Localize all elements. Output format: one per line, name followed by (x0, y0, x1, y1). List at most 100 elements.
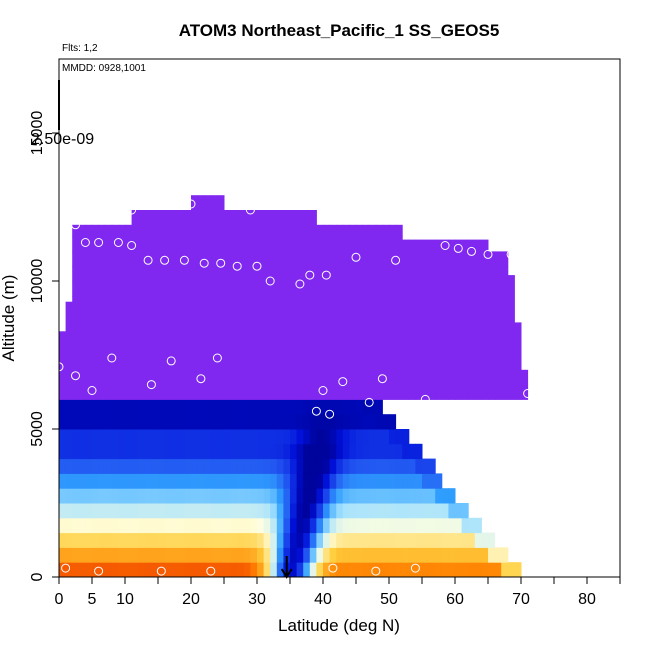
field-cell (362, 310, 370, 326)
field-cell (435, 325, 443, 341)
field-cell (72, 517, 80, 534)
field-cell (237, 399, 245, 415)
field-cell (488, 369, 496, 386)
field-cell (118, 310, 126, 326)
field-cell (138, 236, 146, 252)
field-cell (105, 503, 113, 519)
field-cell (59, 503, 67, 519)
field-cell (362, 355, 370, 371)
field-cell (356, 266, 364, 282)
field-cell (276, 295, 284, 312)
field-cell (191, 266, 199, 282)
field-cell (309, 399, 317, 415)
field-cell (389, 414, 397, 430)
field-cell (290, 369, 298, 386)
field-cell (389, 266, 397, 282)
field-cell (316, 503, 324, 519)
field-cell (204, 295, 212, 312)
field-cell (422, 355, 430, 371)
field-cell (72, 369, 80, 386)
field-cell (177, 458, 185, 474)
field-cell (349, 295, 357, 312)
field-cell (290, 384, 298, 400)
field-cell (151, 251, 159, 267)
field-cell (422, 532, 430, 548)
field-cell (382, 295, 390, 312)
field-cell (402, 325, 410, 341)
field-cell (468, 310, 476, 326)
field-cell (309, 547, 317, 563)
field-cell (105, 251, 113, 267)
field-cell (210, 399, 218, 415)
field-cell (356, 399, 364, 415)
field-cell (78, 458, 86, 474)
field-cell (415, 325, 423, 341)
field-cell (296, 488, 304, 504)
field-cell (125, 384, 133, 400)
field-cell (290, 295, 298, 312)
field-cell (395, 310, 403, 326)
field-cell (276, 414, 284, 430)
field-cell (144, 295, 152, 312)
field-cell (85, 224, 93, 238)
field-cell (250, 266, 258, 282)
field-cell (369, 562, 377, 578)
field-cell (237, 340, 245, 356)
field-cell (329, 503, 337, 519)
flight-point (401, 415, 410, 425)
field-cell (395, 266, 403, 282)
field-cell (375, 473, 383, 489)
field-cell (408, 310, 416, 326)
field-cell (395, 384, 403, 400)
field-cell (237, 488, 245, 504)
field-cell (395, 236, 403, 252)
field-cell (270, 488, 278, 504)
field-cell (507, 340, 515, 356)
field-cell (389, 325, 397, 341)
field-cell (303, 562, 311, 578)
field-cell (395, 503, 403, 519)
field-cell (408, 295, 416, 312)
field-cell (243, 355, 251, 371)
field-cell (422, 239, 430, 252)
flight-point (391, 255, 401, 265)
field-cell (204, 310, 212, 326)
field-cell (402, 369, 410, 386)
field-cell (151, 384, 159, 400)
field-cell (138, 532, 146, 548)
field-cell (270, 562, 278, 578)
field-cell (329, 251, 337, 267)
field-cell (118, 547, 126, 563)
field-cell (448, 251, 456, 267)
field-cell (329, 517, 337, 534)
field-cell (488, 355, 496, 371)
field-cell (111, 251, 119, 267)
field-cell (105, 547, 113, 563)
field-cell (290, 210, 298, 223)
field-cell (375, 488, 383, 504)
field-cell (72, 224, 80, 238)
field-cell (125, 488, 133, 504)
field-cell (257, 340, 265, 356)
field-cell (494, 251, 502, 267)
field-cell (428, 547, 436, 563)
field-cell (158, 355, 166, 371)
field-cell (316, 281, 324, 297)
field-cell (204, 414, 212, 430)
field-cell (111, 224, 119, 238)
field-cell (243, 340, 251, 356)
field-cell (131, 355, 139, 371)
field-cell (144, 369, 152, 386)
field-cell (375, 429, 383, 445)
field-cell (111, 325, 119, 341)
field-cell (78, 355, 86, 371)
field-cell (296, 458, 304, 474)
field-cell (323, 429, 331, 445)
field-cell (217, 488, 225, 504)
field-cell (356, 429, 364, 445)
field-cell (257, 458, 265, 474)
field-cell (336, 503, 344, 519)
field-cell (177, 562, 185, 578)
field-cell (329, 369, 337, 386)
field-cell (204, 369, 212, 386)
